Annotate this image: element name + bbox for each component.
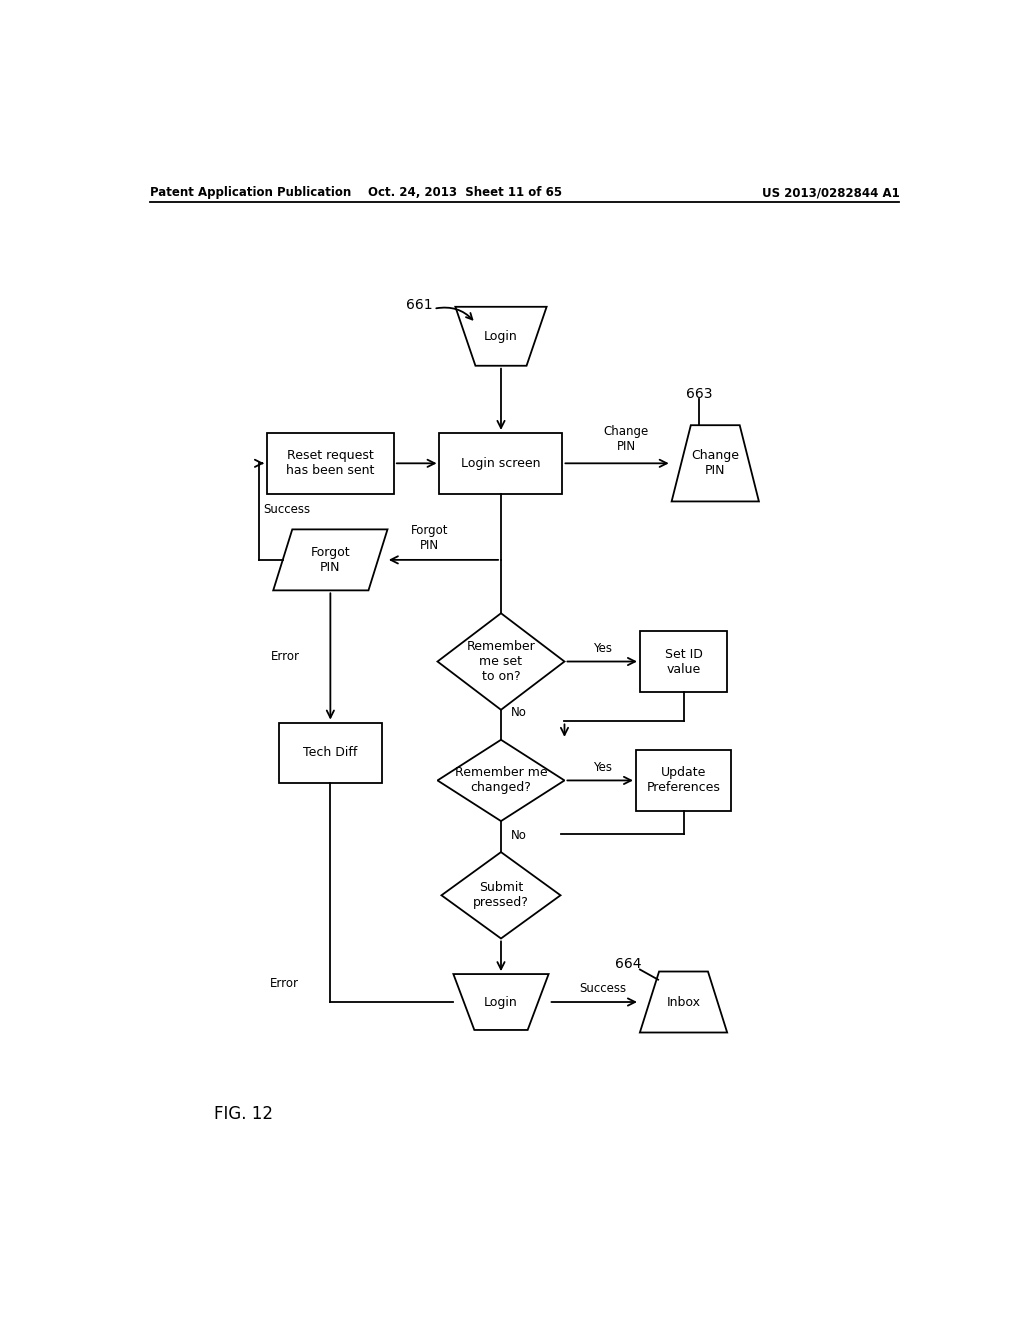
Text: FIG. 12: FIG. 12: [214, 1105, 272, 1123]
Text: Update
Preferences: Update Preferences: [646, 767, 721, 795]
Text: Forgot
PIN: Forgot PIN: [411, 524, 449, 552]
Bar: [640, 631, 727, 692]
Text: Error: Error: [270, 649, 300, 663]
Text: Error: Error: [269, 977, 299, 990]
Text: Patent Application Publication: Patent Application Publication: [151, 186, 351, 199]
Text: Inbox: Inbox: [667, 995, 700, 1008]
Polygon shape: [437, 614, 564, 710]
Text: Login: Login: [484, 995, 518, 1008]
Text: Login screen: Login screen: [461, 457, 541, 470]
Text: Reset request
has been sent: Reset request has been sent: [286, 449, 375, 478]
Polygon shape: [273, 529, 387, 590]
Polygon shape: [441, 853, 560, 939]
Text: Login: Login: [484, 330, 518, 343]
Text: 664: 664: [614, 957, 641, 972]
Text: Yes: Yes: [593, 643, 612, 656]
Text: Success: Success: [263, 503, 310, 516]
Text: No: No: [511, 829, 526, 842]
Polygon shape: [437, 739, 564, 821]
Text: Change
PIN: Change PIN: [691, 449, 739, 478]
Text: No: No: [511, 706, 526, 719]
Text: Remember me
changed?: Remember me changed?: [455, 767, 547, 795]
Text: 663: 663: [686, 387, 713, 401]
Polygon shape: [640, 972, 727, 1032]
Text: Submit
pressed?: Submit pressed?: [473, 882, 529, 909]
Text: Change
PIN: Change PIN: [604, 425, 649, 453]
Bar: [267, 433, 394, 494]
Bar: [439, 433, 562, 494]
Bar: [636, 750, 731, 810]
Text: Remember
me set
to on?: Remember me set to on?: [467, 640, 536, 682]
Text: 661: 661: [406, 298, 432, 312]
Text: Forgot
PIN: Forgot PIN: [310, 546, 350, 574]
Text: US 2013/0282844 A1: US 2013/0282844 A1: [762, 186, 899, 199]
Text: Oct. 24, 2013  Sheet 11 of 65: Oct. 24, 2013 Sheet 11 of 65: [369, 186, 562, 199]
Polygon shape: [672, 425, 759, 502]
Bar: [279, 722, 382, 784]
Polygon shape: [456, 306, 547, 366]
Text: Tech Diff: Tech Diff: [303, 747, 357, 759]
Text: Success: Success: [579, 982, 626, 995]
Polygon shape: [454, 974, 549, 1030]
Text: Set ID
value: Set ID value: [665, 648, 702, 676]
Text: Yes: Yes: [593, 762, 612, 775]
